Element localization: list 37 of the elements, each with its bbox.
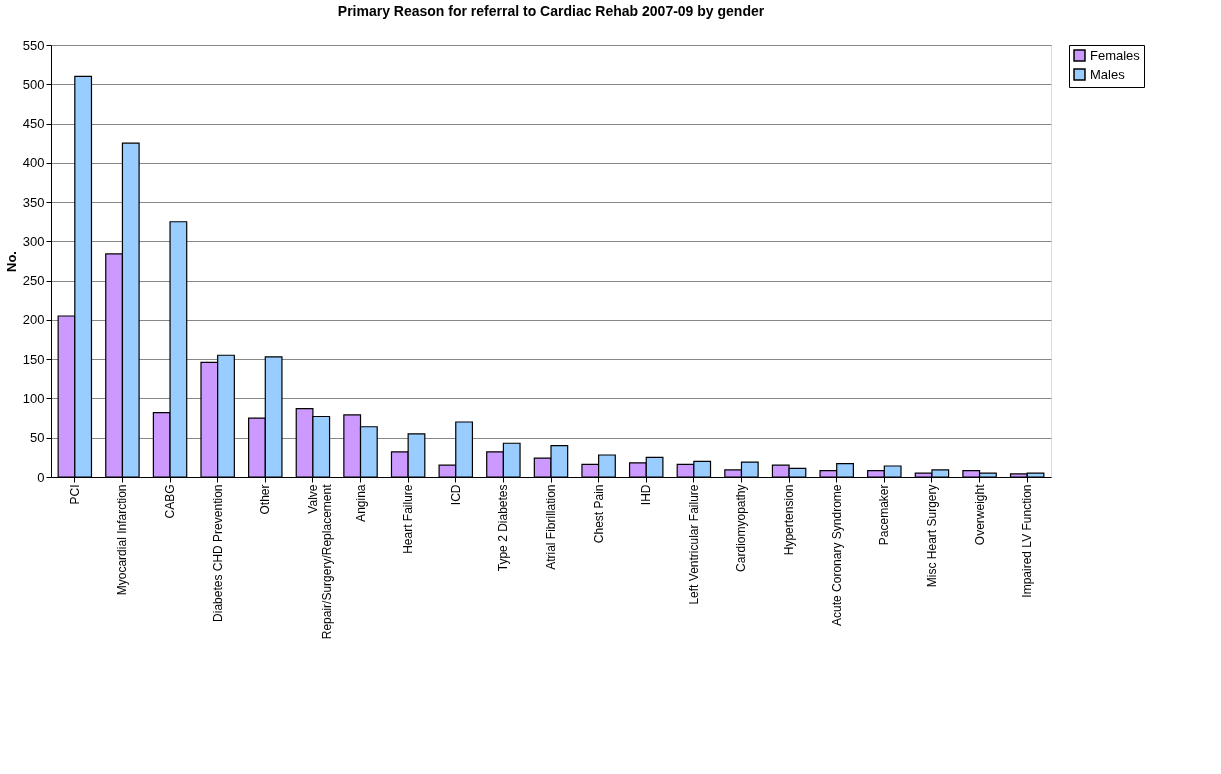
x-tick-label: Heart Failure: [401, 484, 416, 554]
y-tick-label: 150: [22, 351, 45, 367]
y-tick-label: 500: [22, 76, 45, 92]
y-tick-label: 550: [22, 37, 45, 53]
x-tick-label: Acute Coronary Syndrome: [829, 484, 844, 626]
y-tick-label: 200: [22, 312, 45, 328]
x-tick-label: Angina: [353, 484, 368, 522]
y-tick-label: 350: [22, 194, 45, 210]
x-tick-label: Diabetes CHD Prevention: [210, 484, 225, 622]
x-tick-label: Impaired LV Function: [1020, 484, 1035, 598]
x-tick-label: Chest Pain: [591, 484, 606, 544]
x-tick-label: Overweight: [972, 483, 987, 546]
y-tick-label: 50: [30, 430, 45, 446]
x-tick-label: Left Ventricular Failure: [686, 484, 701, 605]
x-tick-label: Atrial Fibrillation: [544, 484, 558, 570]
x-tick-label: IHD: [639, 484, 654, 506]
x-tick-label: Hypertension: [782, 484, 797, 556]
y-tick-label: 300: [22, 233, 45, 249]
y-tick-label: 450: [22, 116, 45, 132]
x-tick-label: PCI: [67, 484, 82, 505]
legend-label: Males: [1090, 66, 1126, 82]
x-tick-label: ICD: [448, 484, 463, 506]
x-tick-label: Type 2 Diabetes: [496, 484, 511, 572]
y-tick-label: 100: [22, 390, 45, 406]
y-tick-label: 0: [37, 469, 45, 485]
x-tick-label: Valve Repair/Surgery/Replacement: [305, 483, 334, 640]
x-tick-label: CABG: [163, 484, 178, 519]
x-tick-label: Cardiomyopathy: [734, 484, 749, 572]
x-tick-label: Misc Heart Surgery: [924, 484, 939, 588]
x-tick-label: Other: [258, 484, 273, 515]
chart-title: Primary Reason for referral to Cardiac Rehab 2007-09 by gender: [337, 3, 765, 19]
y-axis-title: No.: [3, 251, 19, 272]
y-tick-label: 250: [22, 273, 45, 289]
x-tick-label: Myocardial Infarction: [115, 484, 130, 596]
x-tick-label: Pacemaker: [877, 484, 892, 546]
y-tick-label: 400: [22, 155, 45, 171]
legend-label: Females: [1090, 47, 1141, 63]
